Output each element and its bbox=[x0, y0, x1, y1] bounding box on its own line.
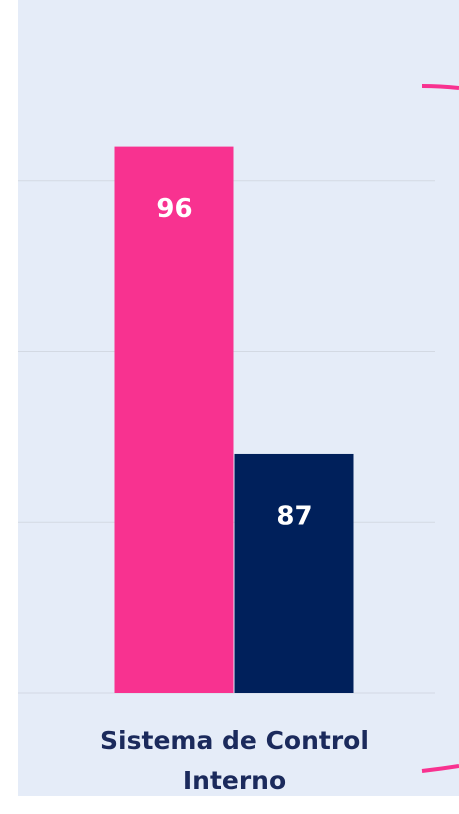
line-fragment bbox=[421, 84, 459, 90]
line-fragment bbox=[421, 764, 459, 773]
x-tick-label: Sistema de Control Interno bbox=[100, 726, 369, 795]
data-label: 87 bbox=[276, 501, 312, 531]
label-line: Sistema de Control bbox=[100, 726, 369, 755]
data-label: 96 bbox=[156, 194, 192, 224]
bar bbox=[114, 146, 234, 694]
bar bbox=[234, 453, 354, 693]
label-line: Interno bbox=[183, 766, 286, 795]
